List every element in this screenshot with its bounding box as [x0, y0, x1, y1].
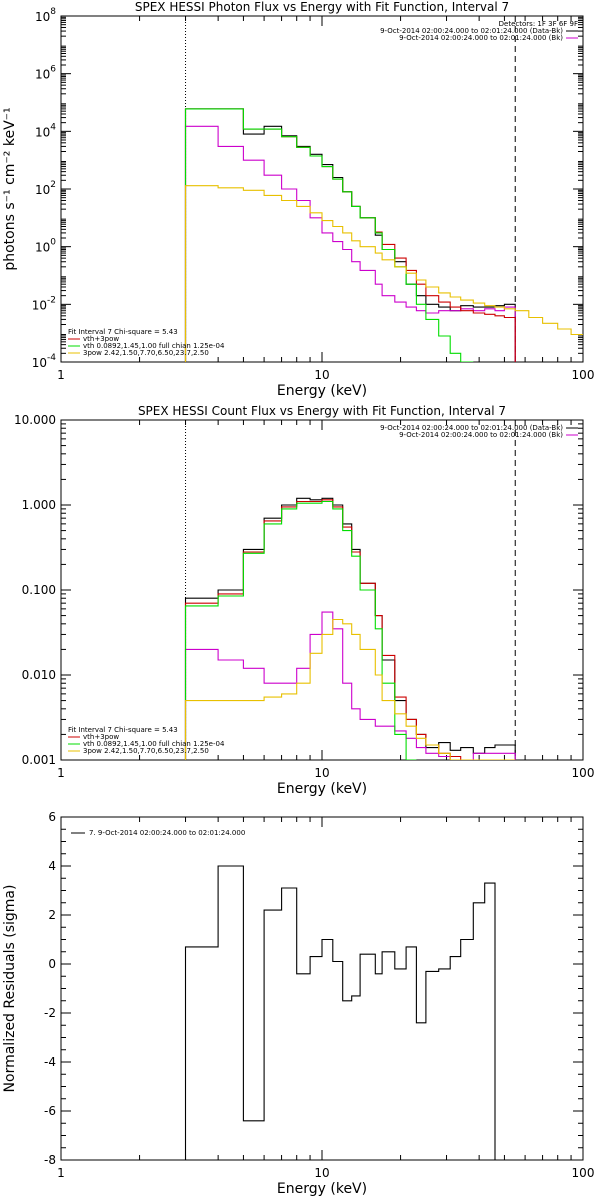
y-tick-exponent: 2 [50, 180, 56, 190]
y-tick-exponent: -2 [47, 295, 56, 305]
y-tick-label: 100 [35, 238, 56, 255]
series-line-1 [184, 611, 516, 760]
x-tick-label: 1 [57, 766, 65, 780]
y-tick-base: 10 [35, 125, 50, 139]
y-axis-label: Normalized Residuals (sigma) [2, 885, 18, 1093]
chart-title: SPEX HESSI Photon Flux vs Energy with Fi… [135, 0, 509, 14]
fit-legend-label: vth+3pow [83, 335, 119, 343]
x-tick-label: 100 [572, 766, 595, 780]
series-line-1 [184, 125, 516, 362]
y-tick-label: 10-4 [32, 353, 57, 370]
legend-label: 7. 9-Oct-2014 02:00:24.000 to 02:01:24.0… [89, 829, 245, 837]
y-tick-label: 104 [35, 122, 56, 139]
plot-area [184, 865, 496, 1160]
x-axis-label: Energy (keV) [277, 383, 367, 399]
x-tick-label: 100 [572, 1166, 595, 1180]
legend-label: 9-Oct-2014 02:00:24.000 to 02:01:24.000 … [399, 34, 563, 42]
x-axis-label: Energy (keV) [277, 781, 367, 797]
y-tick-label: 108 [35, 7, 56, 24]
plot-area [184, 497, 516, 760]
y-tick-label: 4 [48, 859, 56, 873]
fit-legend-header: Fit Interval 7 Chi-square = 5.43 [68, 726, 178, 734]
y-tick-label: 10-2 [32, 295, 56, 312]
series-line-2 [184, 499, 516, 760]
y-tick-label: 6 [48, 810, 56, 824]
y-tick-exponent: 8 [50, 7, 56, 17]
y-tick-base: 10 [35, 183, 50, 197]
fit-legend-label: vth+3pow [83, 733, 119, 741]
fit-legend-label: vth 0.0892,1.45,1.00 full chian 1.25e-04 [83, 342, 225, 350]
series-line-0 [184, 865, 496, 1160]
y-tick-label: 10.000 [14, 413, 56, 427]
fit-legend-label: vth 0.0892,1.45,1.00 full chian 1.25e-04 [83, 740, 225, 748]
series-line-0 [184, 497, 516, 760]
y-tick-label: 0.100 [22, 583, 56, 597]
y-tick-exponent: 6 [50, 65, 56, 75]
y-tick-label: 0.001 [22, 753, 56, 767]
x-tick-label: 10 [314, 1166, 329, 1180]
x-tick-label: 1 [57, 1166, 65, 1180]
y-tick-label: -6 [44, 1104, 56, 1118]
y-tick-label: -8 [44, 1153, 56, 1167]
fit-legend-label: 3pow 2.42,1.50,7.70,6.50,23.7,2.50 [83, 747, 209, 755]
y-tick-label: 106 [35, 65, 56, 82]
plot-frame [60, 419, 584, 761]
x-tick-label: 100 [572, 368, 595, 382]
y-tick-label: 0.010 [22, 668, 56, 682]
x-tick-label: 1 [57, 368, 65, 382]
legend-header: Detectors: 1F 3F 6F 9F [499, 20, 578, 28]
y-tick-base: 10 [35, 68, 50, 82]
y-tick-base: 10 [32, 298, 47, 312]
legend-label: 9-Oct-2014 02:00:24.000 to 02:01:24.000 … [399, 431, 563, 439]
chart-2: SPEX HESSI Count Flux vs Energy with Fit… [14, 404, 594, 797]
x-tick-label: 10 [314, 766, 329, 780]
series-line-3 [184, 108, 474, 362]
y-tick-label: 2 [48, 908, 56, 922]
chart-1: SPEX HESSI Photon Flux vs Energy with Fi… [2, 0, 594, 399]
y-tick-exponent: -4 [47, 353, 56, 363]
y-tick-label: -4 [44, 1055, 56, 1069]
plot-area [184, 108, 583, 362]
series-line-4 [184, 618, 516, 760]
y-tick-exponent: 0 [50, 238, 56, 248]
y-axis-label: photons s⁻¹ cm⁻² keV⁻¹ [2, 107, 18, 270]
series-line-3 [184, 500, 417, 760]
legend-label: 9-Oct-2014 02:00:24.000 to 02:01:24.000 … [380, 27, 563, 35]
y-tick-label: -2 [44, 1006, 56, 1020]
y-tick-base: 10 [32, 356, 47, 370]
y-tick-base: 10 [35, 241, 50, 255]
y-tick-exponent: 4 [50, 122, 56, 132]
y-tick-label: 0 [48, 957, 56, 971]
x-tick-label: 10 [314, 368, 329, 382]
fit-legend-label: 3pow 2.42,1.50,7.70,6.50,23.7,2.50 [83, 349, 209, 357]
plot-frame [60, 816, 584, 1161]
y-tick-label: 1.000 [22, 498, 56, 512]
legend-label: 9-Oct-2014 02:00:24.000 to 02:01:24.000 … [380, 424, 563, 432]
series-line-4 [184, 185, 583, 362]
series-line-0 [184, 108, 516, 362]
chart-3: 1 10 100 Energy (keV) -8 -6 -4 -2 0 2 4 6 Normalized… [2, 810, 594, 1197]
fit-legend-header: Fit Interval 7 Chi-square = 5.43 [68, 328, 178, 336]
y-tick-base: 10 [35, 10, 50, 24]
x-axis-label: Energy (keV) [277, 1181, 367, 1197]
y-tick-label: 102 [35, 180, 56, 197]
chart-title: SPEX HESSI Count Flux vs Energy with Fit… [138, 404, 506, 418]
